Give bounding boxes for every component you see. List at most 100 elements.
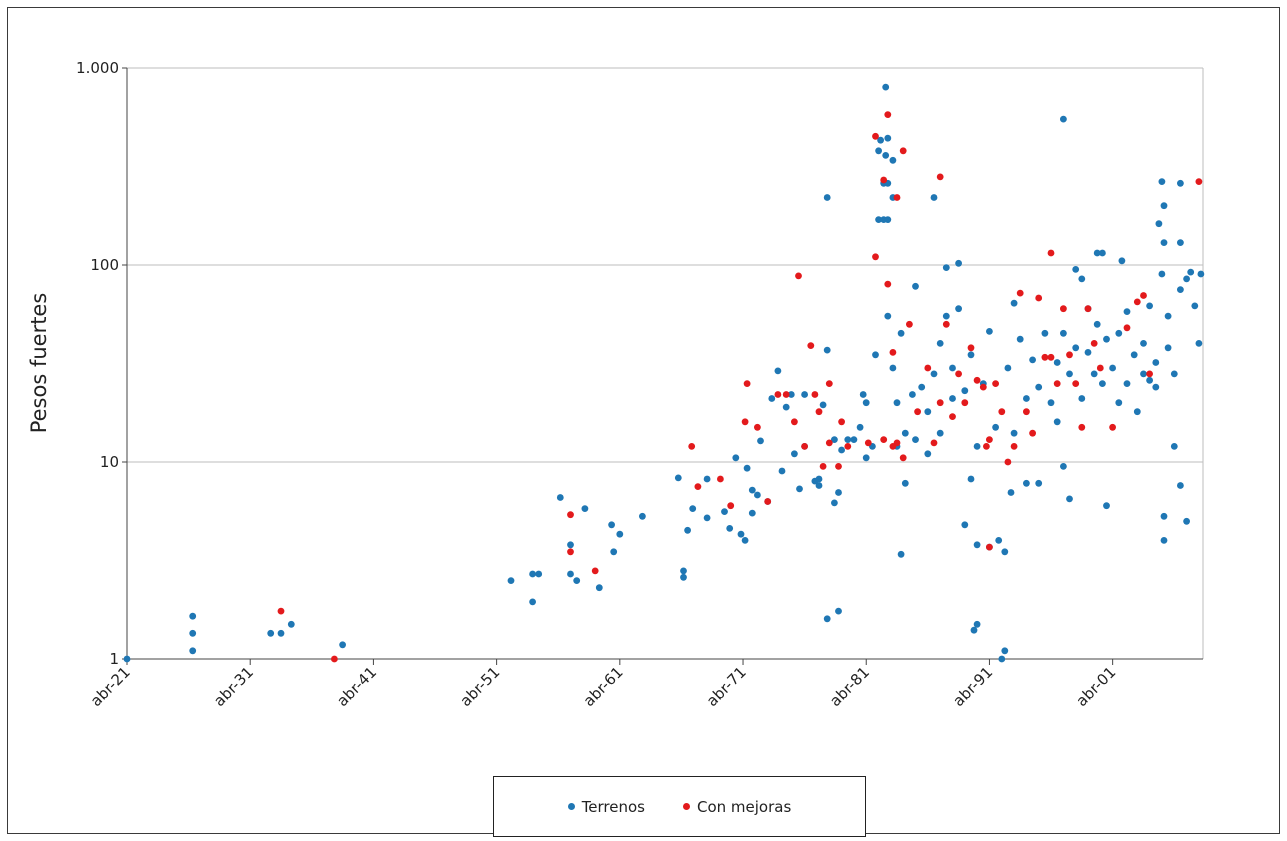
point-terrenos-74 bbox=[882, 83, 890, 91]
point-terrenos-152 bbox=[1103, 335, 1110, 343]
point-terrenos-92 bbox=[918, 383, 926, 391]
point-con-mejoras-48 bbox=[955, 370, 962, 378]
point-terrenos-142 bbox=[1078, 275, 1086, 283]
point-con-mejoras-80 bbox=[1195, 178, 1203, 186]
point-terrenos-97 bbox=[936, 340, 944, 347]
point-con-mejoras-58 bbox=[1004, 458, 1012, 466]
point-terrenos-40 bbox=[768, 395, 776, 402]
point-terrenos-155 bbox=[1115, 399, 1123, 407]
point-terrenos-6 bbox=[287, 620, 295, 628]
point-terrenos-154 bbox=[1115, 329, 1123, 337]
point-terrenos-90 bbox=[912, 282, 919, 290]
point-terrenos-149 bbox=[1099, 249, 1106, 257]
point-terrenos-34 bbox=[743, 464, 751, 472]
point-terrenos-60 bbox=[838, 446, 845, 454]
point-terrenos-111 bbox=[973, 541, 981, 549]
point-con-mejoras-22 bbox=[825, 380, 833, 387]
point-terrenos-172 bbox=[1160, 202, 1168, 210]
point-terrenos-185 bbox=[1191, 302, 1199, 310]
legend-item-terrenos: Terrenos bbox=[567, 798, 645, 816]
point-con-mejoras-42 bbox=[924, 364, 932, 372]
point-terrenos-158 bbox=[1123, 380, 1131, 387]
point-terrenos-118 bbox=[998, 655, 1006, 663]
point-con-mejoras-20 bbox=[815, 408, 823, 416]
point-terrenos-43 bbox=[782, 403, 790, 411]
point-con-mejoras-78 bbox=[1140, 292, 1147, 299]
point-terrenos-88 bbox=[901, 429, 909, 437]
point-terrenos-1 bbox=[189, 612, 197, 620]
point-terrenos-5 bbox=[277, 629, 285, 637]
point-con-mejoras-4 bbox=[591, 567, 599, 575]
point-con-mejoras-77 bbox=[1133, 298, 1141, 306]
point-con-mejoras-14 bbox=[782, 391, 790, 398]
point-terrenos-114 bbox=[986, 328, 993, 335]
point-terrenos-177 bbox=[1170, 443, 1178, 450]
point-terrenos-129 bbox=[1035, 479, 1043, 487]
point-terrenos-150 bbox=[1099, 380, 1106, 387]
point-con-mejoras-12 bbox=[764, 498, 772, 505]
point-terrenos-99 bbox=[942, 264, 950, 271]
point-terrenos-2 bbox=[189, 629, 197, 637]
point-terrenos-164 bbox=[1146, 376, 1153, 384]
point-terrenos-78 bbox=[884, 216, 892, 224]
point-terrenos-148 bbox=[1093, 320, 1101, 328]
point-terrenos-173 bbox=[1160, 239, 1168, 247]
y-tick-label-0: 1 bbox=[109, 650, 119, 668]
point-terrenos-10 bbox=[529, 598, 536, 606]
point-terrenos-65 bbox=[862, 399, 870, 407]
point-terrenos-24 bbox=[680, 567, 687, 575]
point-con-mejoras-46 bbox=[942, 320, 950, 328]
point-terrenos-3 bbox=[189, 647, 197, 655]
point-terrenos-89 bbox=[909, 391, 916, 398]
point-terrenos-63 bbox=[856, 423, 864, 431]
point-con-mejoras-76 bbox=[1123, 324, 1131, 332]
point-terrenos-11 bbox=[535, 570, 543, 578]
point-con-mejoras-68 bbox=[1060, 305, 1067, 313]
point-terrenos-29 bbox=[721, 508, 728, 515]
point-terrenos-182 bbox=[1183, 275, 1190, 283]
legend-marker-terrenos bbox=[567, 803, 575, 810]
point-terrenos-176 bbox=[1170, 370, 1178, 378]
point-terrenos-54 bbox=[823, 615, 831, 623]
point-terrenos-139 bbox=[1066, 370, 1073, 378]
point-terrenos-79 bbox=[884, 312, 892, 320]
point-terrenos-14 bbox=[567, 570, 574, 578]
point-terrenos-82 bbox=[889, 364, 897, 372]
point-con-mejoras-61 bbox=[1023, 408, 1030, 416]
point-terrenos-15 bbox=[573, 577, 581, 584]
point-con-mejoras-3 bbox=[567, 548, 574, 556]
point-terrenos-57 bbox=[831, 499, 838, 507]
point-con-mejoras-57 bbox=[998, 408, 1006, 416]
point-con-mejoras-15 bbox=[791, 418, 798, 426]
point-terrenos-180 bbox=[1177, 482, 1184, 489]
point-con-mejoras-16 bbox=[795, 272, 802, 280]
x-tick-label-0: abr-21 bbox=[87, 663, 134, 710]
point-con-mejoras-51 bbox=[973, 376, 981, 384]
point-terrenos-117 bbox=[995, 537, 1003, 544]
point-con-mejoras-5 bbox=[688, 443, 696, 450]
point-terrenos-166 bbox=[1152, 383, 1160, 391]
point-terrenos-35 bbox=[748, 509, 756, 517]
y-tick-label-1: 10 bbox=[100, 453, 119, 471]
point-terrenos-137 bbox=[1060, 329, 1067, 337]
point-terrenos-31 bbox=[732, 454, 740, 462]
point-con-mejoras-59 bbox=[1010, 443, 1018, 450]
point-con-mejoras-13 bbox=[774, 391, 782, 398]
legend-item-con-mejoras: Con mejoras bbox=[683, 798, 791, 816]
gridlines bbox=[127, 67, 1204, 659]
x-tick-label-2: abr-41 bbox=[333, 663, 380, 710]
point-terrenos-9 bbox=[529, 570, 536, 578]
point-con-mejoras-49 bbox=[961, 399, 969, 407]
point-terrenos-96 bbox=[930, 370, 938, 378]
point-con-mejoras-17 bbox=[801, 443, 808, 450]
point-con-mejoras-65 bbox=[1047, 353, 1055, 361]
point-terrenos-128 bbox=[1029, 356, 1036, 364]
point-con-mejoras-75 bbox=[1109, 423, 1116, 431]
point-terrenos-12 bbox=[556, 494, 564, 501]
x-tick-labels: abr-21 abr-31 abr-41 abr-51 abr-61 abr-71 abr-… bbox=[87, 663, 1120, 710]
point-terrenos-18 bbox=[608, 521, 615, 529]
point-terrenos-69 bbox=[875, 147, 882, 155]
point-terrenos-105 bbox=[961, 387, 969, 395]
point-terrenos-119 bbox=[1001, 647, 1009, 655]
